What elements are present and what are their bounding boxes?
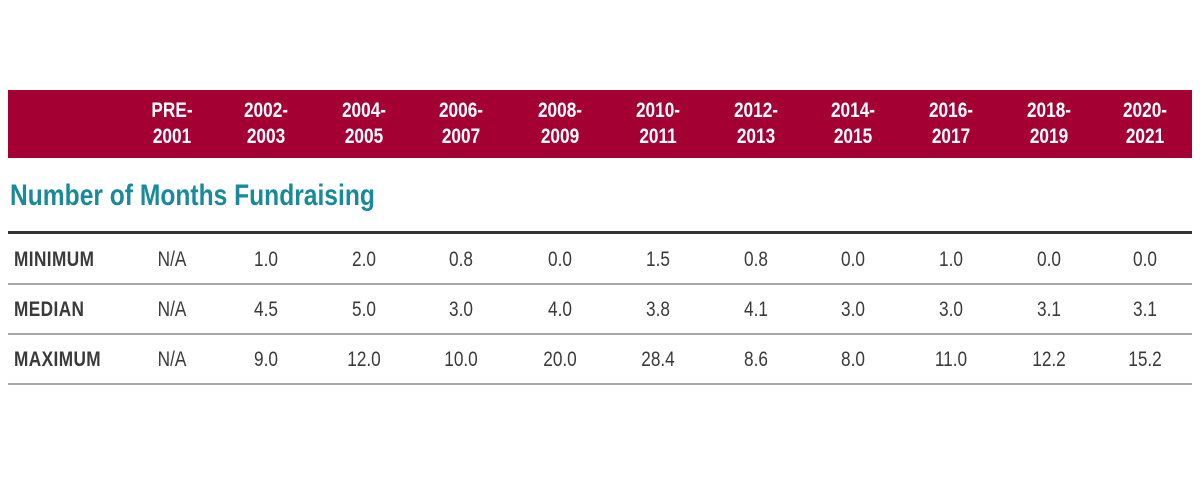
column-header: 2016- 2017 — [911, 90, 991, 158]
table-cell: N/A — [157, 298, 187, 321]
row-label: MINIMUM — [14, 248, 95, 271]
table-cell: 3.0 — [939, 298, 963, 321]
table-cell: 28.4 — [641, 348, 675, 371]
table-cell: 0.0 — [1037, 248, 1061, 271]
column-header-line: 2014- — [830, 99, 876, 122]
column-header-line: 2015 — [833, 125, 873, 148]
column-header-line: 2003 — [246, 125, 286, 148]
column-header: 2020- 2021 — [1105, 90, 1185, 158]
table-cell: 11.0 — [934, 348, 968, 371]
section-title: Number of Months Fundraising — [10, 179, 375, 212]
table-cell: 3.1 — [1037, 298, 1061, 321]
table-cell: 2.0 — [352, 248, 376, 271]
title-divider — [8, 231, 1192, 234]
table-cell: 0.0 — [1133, 248, 1157, 271]
row-divider — [8, 283, 1192, 285]
column-header-line: 2021 — [1125, 125, 1165, 148]
column-header: 2004- 2005 — [324, 90, 404, 158]
table-cell: 9.0 — [254, 348, 278, 371]
row-divider — [8, 333, 1192, 335]
column-header: 2010- 2011 — [618, 90, 698, 158]
column-header-line: 2016- — [928, 99, 974, 122]
column-header: 2014- 2015 — [813, 90, 893, 158]
table-row: MINIMUM N/A 1.0 2.0 0.8 0.0 1.5 0.8 0.0 1.0 0.0 0.0 — [0, 236, 1200, 284]
table-cell: 15.2 — [1128, 348, 1162, 371]
column-header-line: 2009 — [540, 125, 580, 148]
column-header: PRE- 2001 — [132, 90, 212, 158]
table-cell: 5.0 — [352, 298, 376, 321]
table-cell: 3.1 — [1133, 298, 1157, 321]
table-cell: 1.0 — [254, 248, 278, 271]
column-header: 2018- 2019 — [1009, 90, 1089, 158]
column-header: 2002- 2003 — [226, 90, 306, 158]
table-cell: 0.0 — [548, 248, 572, 271]
table-cell: 4.0 — [548, 298, 572, 321]
table-cell: 8.0 — [841, 348, 865, 371]
table-cell: 4.1 — [744, 298, 768, 321]
table-cell: 20.0 — [543, 348, 577, 371]
table-cell: 0.8 — [449, 248, 473, 271]
table-cell: 12.0 — [347, 348, 381, 371]
table-cell: 1.5 — [646, 248, 670, 271]
table-cell: 3.0 — [841, 298, 865, 321]
column-header-line: 2008- — [537, 99, 583, 122]
column-header-line: 2020- — [1122, 99, 1168, 122]
column-header-line: 2010- — [635, 99, 681, 122]
table-cell: 1.0 — [939, 248, 963, 271]
column-header-line: 2011 — [639, 125, 677, 148]
column-header: 2012- 2013 — [716, 90, 796, 158]
table-cell: N/A — [157, 248, 187, 271]
column-header-line: 2007 — [441, 125, 481, 148]
column-header-line: 2018- — [1026, 99, 1072, 122]
column-header: 2008- 2009 — [520, 90, 600, 158]
column-header-line: 2017 — [931, 125, 971, 148]
column-header: 2006- 2007 — [421, 90, 501, 158]
table-cell: 0.0 — [841, 248, 865, 271]
column-header-line: PRE- — [151, 99, 193, 122]
table-cell: 12.2 — [1032, 348, 1066, 371]
column-header-line: 2012- — [733, 99, 779, 122]
table-cell: 3.8 — [646, 298, 670, 321]
table-cell: 0.8 — [744, 248, 768, 271]
column-header-line: 2004- — [341, 99, 387, 122]
table-row: MAXIMUM N/A 9.0 12.0 10.0 20.0 28.4 8.6 8.0 11.0 1… — [0, 336, 1200, 384]
table-cell: 10.0 — [444, 348, 478, 371]
row-label: MAXIMUM — [14, 348, 102, 371]
column-header-line: 2001 — [152, 125, 192, 148]
column-header-line: 2006- — [438, 99, 484, 122]
table-cell: 3.0 — [449, 298, 473, 321]
column-header-line: 2002- — [243, 99, 289, 122]
table-cell: 4.5 — [254, 298, 278, 321]
row-divider — [8, 383, 1192, 385]
column-header-line: 2013 — [736, 125, 776, 148]
table-cell: N/A — [157, 348, 187, 371]
table-row: MEDIAN N/A 4.5 5.0 3.0 4.0 3.8 4.1 3.0 3.0 3.1 3.1 — [0, 286, 1200, 334]
row-label: MEDIAN — [14, 298, 85, 321]
column-header-line: 2019 — [1029, 125, 1069, 148]
table-cell: 8.6 — [744, 348, 768, 371]
column-header-band: PRE- 2001 2002- 2003 2004- 2005 2006- 2007 2008-… — [8, 90, 1192, 158]
column-header-line: 2005 — [344, 125, 384, 148]
